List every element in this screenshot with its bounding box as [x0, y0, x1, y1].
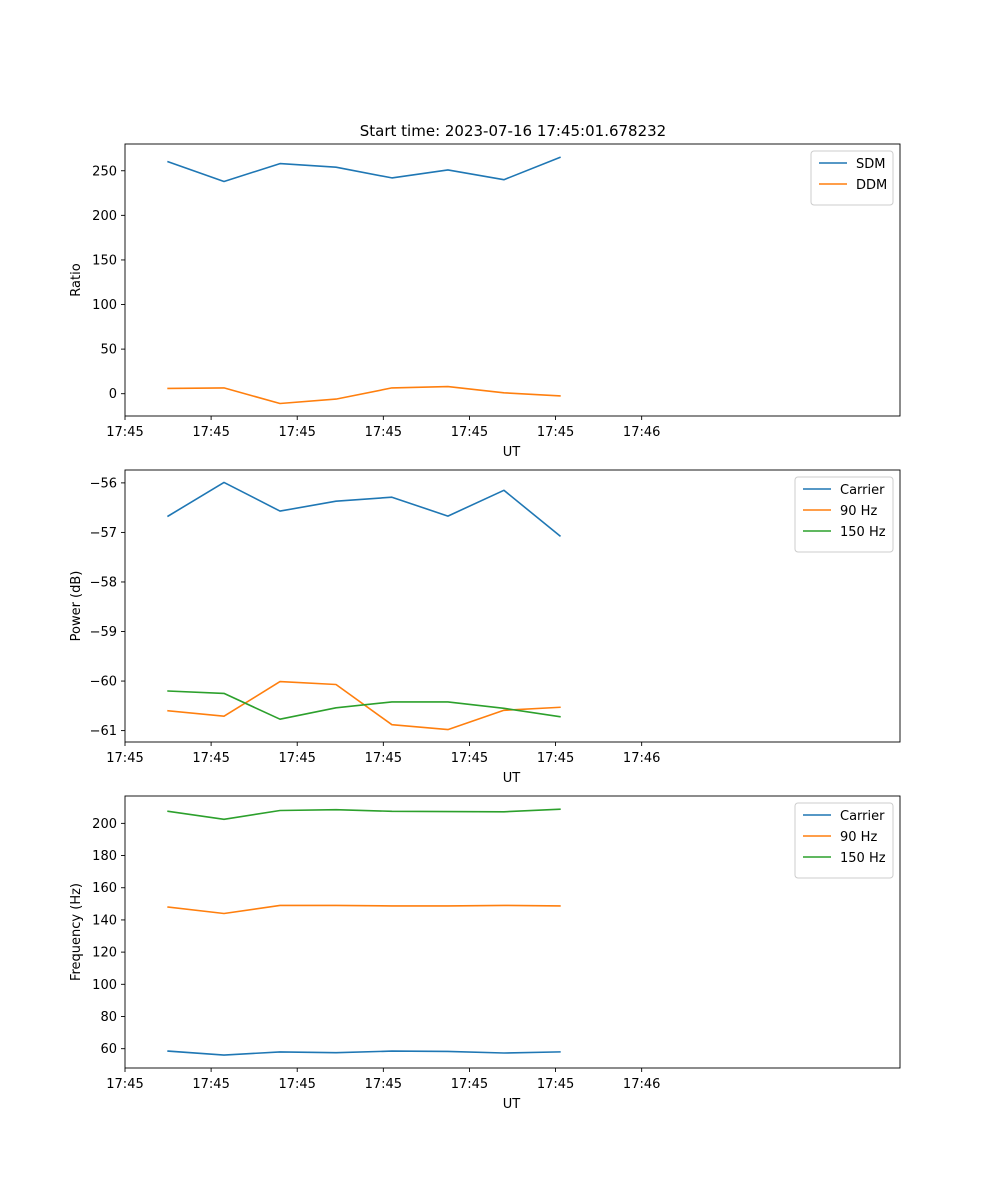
- panel-3-y-tick-label: 100: [92, 978, 117, 993]
- panel-2-y-tick-label: −61: [90, 724, 117, 739]
- panel-2-x-tick-label: 17:45: [537, 751, 574, 766]
- panel-1-x-axis-label: UT: [503, 445, 521, 460]
- panel-2-x-tick-label: 17:45: [192, 751, 229, 766]
- panel-2-y-tick-label: −58: [90, 575, 117, 590]
- panel-3-y-tick-label: 120: [92, 946, 117, 961]
- panel-3-y-tick-label: 60: [100, 1042, 117, 1057]
- panel-2-x-tick-label: 17:45: [278, 751, 315, 766]
- panel-3-x-tick-label: 17:45: [365, 1077, 402, 1092]
- panel-3-legend-label: 90 Hz: [840, 830, 877, 845]
- panel-3-x-tick-label: 17:45: [106, 1077, 143, 1092]
- panel-1-y-tick-label: 100: [92, 298, 117, 313]
- panel-1-y-tick-label: 50: [100, 343, 117, 358]
- chart-title: Start time: 2023-07-16 17:45:01.678232: [360, 122, 666, 140]
- panel-2-series-carrier: [167, 481, 562, 538]
- panel-2-x-tick-label: 17:46: [623, 751, 660, 766]
- panel-3-x-tick-label: 17:45: [192, 1077, 229, 1092]
- panel-1-series-sdm: [167, 156, 561, 183]
- panel-3-x-axis-label: UT: [503, 1097, 521, 1112]
- panel-3-y-axis-label: Frequency (Hz): [69, 883, 84, 981]
- panel-2-legend-label: 90 Hz: [840, 504, 877, 519]
- panel-3-legend-label: 150 Hz: [840, 851, 886, 866]
- panel-3-y-tick-label: 160: [92, 881, 117, 896]
- panel-3-legend: [794, 802, 894, 879]
- panel-3-x-tick-label: 17:45: [451, 1077, 488, 1092]
- panel-1-y-tick-label: 0: [109, 387, 117, 402]
- panel-3-series-90-hz: [167, 904, 561, 915]
- panel-1-legend: [810, 150, 894, 206]
- panel-1-x-tick-label: 17:45: [106, 425, 143, 440]
- panel-3-series-150-hz: [167, 808, 561, 821]
- panel-2-axes-frame: [124, 469, 901, 743]
- panel-2-legend-label: Carrier: [840, 483, 885, 498]
- panel-2-y-tick-label: −56: [90, 476, 117, 491]
- panel-2-series-150-hz: [167, 690, 561, 721]
- panel-3-x-tick-label: 17:45: [278, 1077, 315, 1092]
- panel-1-x-tick-label: 17:45: [192, 425, 229, 440]
- panel-1-series-ddm: [167, 385, 561, 405]
- panel-3-series-carrier: [167, 1050, 561, 1056]
- panel-3-x-tick-label: 17:46: [623, 1077, 660, 1092]
- panel-1-legend-label: SDM: [856, 157, 885, 172]
- panel-2-y-tick-label: −57: [90, 526, 117, 541]
- panel-1-y-axis-label: Ratio: [69, 263, 84, 296]
- panel-1-x-tick-label: 17:46: [623, 425, 660, 440]
- panel-1-y-tick-label: 200: [92, 209, 117, 224]
- panel-1-legend-label: DDM: [856, 178, 887, 193]
- panel-2-legend: [794, 476, 894, 553]
- panel-1-axes-frame: [124, 143, 901, 417]
- panel-1-x-tick-label: 17:45: [278, 425, 315, 440]
- panel-3-y-tick-label: 180: [92, 849, 117, 864]
- panel-3-y-tick-label: 140: [92, 913, 117, 928]
- panel-2-y-tick-label: −60: [90, 675, 117, 690]
- panel-2-x-tick-label: 17:45: [451, 751, 488, 766]
- panel-1-x-tick-label: 17:45: [451, 425, 488, 440]
- panel-3-y-tick-label: 80: [100, 1010, 117, 1025]
- panel-2-x-tick-label: 17:45: [106, 751, 143, 766]
- panel-2-x-axis-label: UT: [503, 771, 521, 786]
- panel-3-legend-label: Carrier: [840, 809, 885, 824]
- panel-1-y-tick-label: 150: [92, 253, 117, 268]
- panel-2-y-axis-label: Power (dB): [69, 571, 84, 642]
- panel-2-legend-label: 150 Hz: [840, 525, 886, 540]
- panel-3-axes-frame: [124, 795, 901, 1069]
- panel-1-x-tick-label: 17:45: [537, 425, 574, 440]
- panel-2-x-tick-label: 17:45: [365, 751, 402, 766]
- panel-1-x-tick-label: 17:45: [365, 425, 402, 440]
- panel-2-y-tick-label: −59: [90, 625, 117, 640]
- panel-3-x-tick-label: 17:45: [537, 1077, 574, 1092]
- panel-1-y-tick-label: 250: [92, 164, 117, 179]
- panel-3-y-tick-label: 200: [92, 817, 117, 832]
